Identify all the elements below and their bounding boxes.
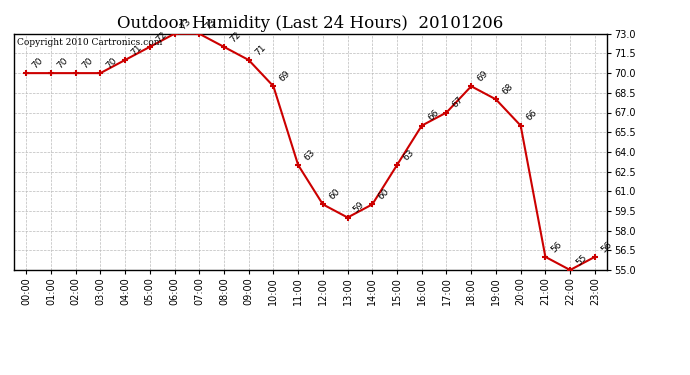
- Text: 72: 72: [154, 30, 168, 44]
- Text: 60: 60: [327, 187, 342, 202]
- Text: 63: 63: [302, 148, 317, 162]
- Text: 70: 70: [104, 56, 119, 70]
- Text: 73: 73: [179, 16, 193, 31]
- Text: 56: 56: [599, 240, 613, 254]
- Text: 70: 70: [80, 56, 95, 70]
- Text: 63: 63: [401, 148, 415, 162]
- Text: 67: 67: [451, 95, 465, 110]
- Text: 73: 73: [204, 16, 218, 31]
- Text: Copyright 2010 Cartronics.com: Copyright 2010 Cartronics.com: [17, 39, 162, 48]
- Text: 69: 69: [277, 69, 292, 84]
- Text: 72: 72: [228, 30, 243, 44]
- Text: 69: 69: [475, 69, 490, 84]
- Text: 59: 59: [352, 200, 366, 215]
- Text: 60: 60: [377, 187, 391, 202]
- Text: 71: 71: [129, 43, 144, 57]
- Title: Outdoor Humidity (Last 24 Hours)  20101206: Outdoor Humidity (Last 24 Hours) 2010120…: [117, 15, 504, 32]
- Text: 66: 66: [525, 108, 540, 123]
- Text: 56: 56: [549, 240, 564, 254]
- Text: 71: 71: [253, 43, 267, 57]
- Text: 55: 55: [574, 253, 589, 267]
- Text: 70: 70: [30, 56, 45, 70]
- Text: 66: 66: [426, 108, 440, 123]
- Text: 68: 68: [500, 82, 515, 97]
- Text: 70: 70: [55, 56, 70, 70]
